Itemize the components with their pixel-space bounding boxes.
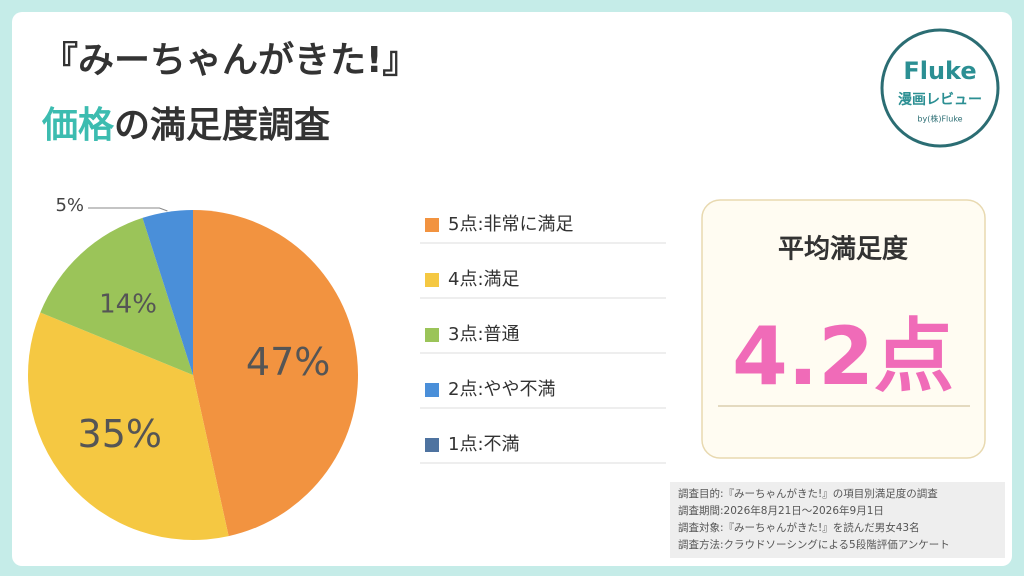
legend: 5点:非常に満足 4点:満足 3点:普通 2点:やや不満 1点:不満 [420, 214, 666, 464]
logo-tagline: 漫画レビュー [898, 91, 982, 108]
slice-label: 14% [99, 289, 157, 319]
subtitle-rest: の満足度調査 [114, 105, 330, 146]
note-line: 調査方法:クラウドソーシングによる5段階評価アンケート [678, 538, 950, 551]
legend-label: 3点:普通 [448, 324, 520, 345]
legend-swatch [425, 273, 439, 287]
slice-label: 47% [246, 340, 330, 384]
notes-box [670, 482, 1005, 558]
logo-circle [880, 28, 1000, 148]
leader-line [88, 207, 168, 212]
pie: 47% 35% 14% 5% [27, 195, 359, 540]
average-title: 平均満足度 [778, 234, 908, 265]
subtitle: 価格の満足度調査 [41, 105, 330, 146]
pie-slice [27, 312, 229, 540]
pie-slice [193, 210, 359, 537]
average-score: 4.2点 [732, 310, 954, 403]
logo-company: by(株)Fluke [917, 114, 962, 124]
slice-label: 35% [78, 412, 162, 456]
legend-label: 5点:非常に満足 [448, 214, 574, 235]
notes: 調査目的:『みーちゃんがきた!』の項目別満足度の調査調査期間:2026年8月21… [678, 487, 950, 551]
legend-swatch [425, 383, 439, 397]
slice-label: 5% [55, 195, 84, 216]
logo-name: Fluke [903, 57, 976, 85]
note-line: 調査目的:『みーちゃんがきた!』の項目別満足度の調査 [678, 487, 938, 500]
note-line: 調査期間:2026年8月21日〜2026年9月1日 [678, 504, 884, 517]
legend-swatch [425, 218, 439, 232]
pie-slice [40, 217, 194, 375]
legend-label: 1点:不満 [448, 434, 520, 455]
note-line: 調査対象:『みーちゃんがきた!』を読んだ男女43名 [678, 521, 920, 534]
average-card [701, 199, 986, 459]
legend-swatch [425, 438, 439, 452]
title: 『みーちゃんがきた!』 [42, 40, 418, 81]
legend-swatch [425, 328, 439, 342]
legend-label: 2点:やや不満 [448, 379, 556, 400]
subtitle-highlight: 価格 [41, 105, 115, 146]
legend-label: 4点:満足 [448, 269, 520, 290]
pie-slice [142, 210, 193, 375]
